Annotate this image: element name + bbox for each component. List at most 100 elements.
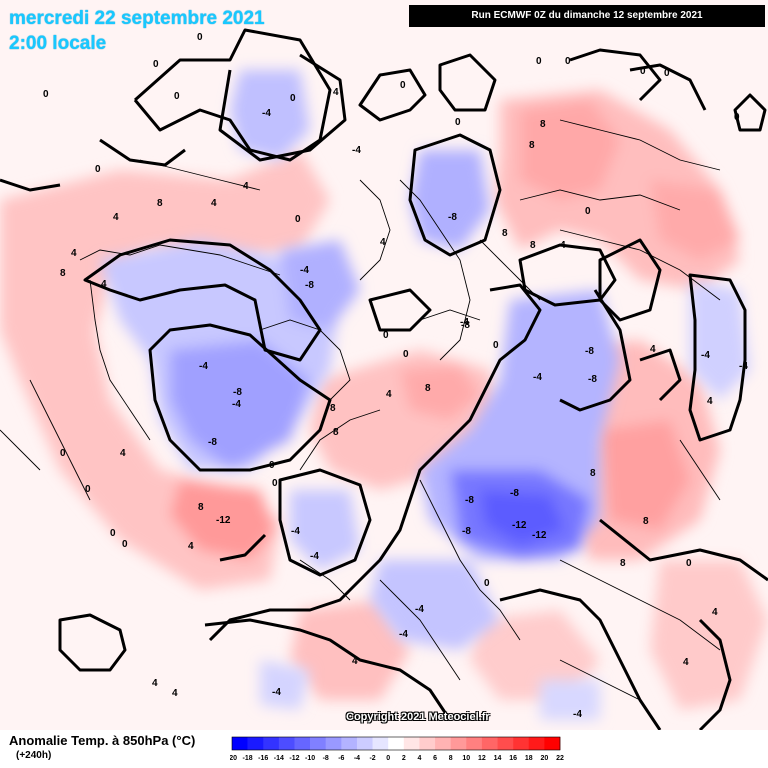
contour-label: 0 xyxy=(383,330,389,341)
contour-label: 0 xyxy=(85,484,91,495)
contour-label: -4 xyxy=(701,350,710,361)
legend-tick-label: 6 xyxy=(433,755,437,762)
contour-label: -8 xyxy=(233,387,242,398)
contour-label: 0 xyxy=(536,56,542,67)
legend-tick-label: 14 xyxy=(494,755,502,762)
variable-label: Anomalie Temp. à 850hPa (°C) xyxy=(9,733,196,748)
contour-label: 0 xyxy=(664,68,670,79)
legend-tick-label: 18 xyxy=(525,755,533,762)
contour-label: 8 xyxy=(425,383,431,394)
legend-tick-label: -20 xyxy=(230,755,237,762)
copyright-notice: Copyright 2021 Meteociel.fr xyxy=(346,711,490,723)
legend-tick-label: 12 xyxy=(478,755,486,762)
legend-swatch xyxy=(341,737,358,750)
legend-swatch xyxy=(450,737,467,750)
legend-tick-label: 4 xyxy=(417,755,421,762)
contour-label: -4 xyxy=(291,526,300,537)
legend-tick-label: 8 xyxy=(449,755,453,762)
legend-swatch xyxy=(247,737,264,750)
contour-label: -4 xyxy=(232,399,241,410)
contour-label: 0 xyxy=(455,117,461,128)
legend-tick-label: -16 xyxy=(258,755,268,762)
legend-tick-label: 20 xyxy=(540,755,548,762)
contour-label: 4 xyxy=(243,181,249,192)
contour-label: 4 xyxy=(211,198,217,209)
contour-label: 0 xyxy=(400,80,406,91)
contour-label: 0 xyxy=(43,89,49,100)
contour-label: 0 xyxy=(174,91,180,102)
forecast-local-time: 2:00 locale xyxy=(9,33,107,54)
contour-label: -4 xyxy=(573,709,582,720)
legend-swatch xyxy=(232,737,248,750)
contour-label: -8 xyxy=(465,495,474,506)
contour-label: 0 xyxy=(565,56,571,67)
contour-label: 0 xyxy=(290,93,296,104)
contour-label: -8 xyxy=(208,437,217,448)
contour-label: 0 xyxy=(153,59,159,70)
contour-label: 4 xyxy=(650,344,656,355)
contour-label: 0 xyxy=(122,539,128,550)
contour-label: 0 xyxy=(493,340,499,351)
contour-label: -4 xyxy=(199,361,208,372)
contour-label: 4 xyxy=(71,248,77,259)
run-info-banner: Run ECMWF 0Z du dimanche 12 septembre 20… xyxy=(409,5,765,27)
contour-label: 0 xyxy=(686,558,692,569)
contour-label: -4 xyxy=(533,372,542,383)
legend-swatch xyxy=(544,737,561,750)
legend-tick-label: -8 xyxy=(323,755,329,762)
contour-label: -8 xyxy=(510,488,519,499)
legend-swatch xyxy=(497,737,514,750)
contour-label: -8 xyxy=(461,320,470,331)
contour-label: -4 xyxy=(300,265,309,276)
contour-label: -8 xyxy=(305,280,314,291)
contour-label: 8 xyxy=(333,427,339,438)
contour-label: 8 xyxy=(198,502,204,513)
contour-label: 4 xyxy=(560,240,566,251)
contour-label: 0 xyxy=(60,448,66,459)
legend-swatch xyxy=(263,737,280,750)
contour-label: -4 xyxy=(739,361,748,372)
legend-tick-label: 16 xyxy=(509,755,517,762)
contour-label: 0 xyxy=(403,349,409,360)
legend-tick-label: -2 xyxy=(369,755,375,762)
legend-swatch xyxy=(403,737,420,750)
contour-label: 4 xyxy=(707,396,713,407)
contour-label: 4 xyxy=(380,237,386,248)
legend-swatch xyxy=(294,737,311,750)
legend-tick-label: 2 xyxy=(402,755,406,762)
contour-label: 4 xyxy=(172,688,178,699)
contour-label: 0 xyxy=(197,32,203,43)
contour-label: -4 xyxy=(460,317,469,328)
forecast-date: mercredi 22 septembre 2021 xyxy=(9,8,265,29)
contour-label: 0 xyxy=(295,214,301,225)
cold-anomaly-areas xyxy=(100,70,750,720)
coastlines xyxy=(0,119,721,701)
legend-tick-label: -10 xyxy=(305,755,315,762)
contour-label: 4 xyxy=(352,656,358,667)
contour-label: -8 xyxy=(585,346,594,357)
contour-label: 4 xyxy=(113,212,119,223)
contour-label: 8 xyxy=(530,240,536,251)
legend-swatch xyxy=(372,737,389,750)
contour-label: 0 xyxy=(734,112,740,123)
contour-labels: 0 0 0 0 0 0 0 0 0 0 0 0 0 0 0 0 0 0 0 0 … xyxy=(43,32,748,720)
contour-label: 8 xyxy=(540,119,546,130)
legend-swatch xyxy=(528,737,545,750)
contour-label: 8 xyxy=(620,558,626,569)
contour-label: -4 xyxy=(262,108,271,119)
contour-label: 4 xyxy=(120,448,126,459)
contour-label: 0 xyxy=(110,528,116,539)
contour-label: -8 xyxy=(462,526,471,537)
contour-label: -4 xyxy=(272,687,281,698)
contour-label: 4 xyxy=(101,279,107,290)
contour-label: -4 xyxy=(310,551,319,562)
legend-border xyxy=(231,736,561,751)
legend-swatch xyxy=(388,737,405,750)
legend-tick-label: 0 xyxy=(386,755,390,762)
legend-swatch xyxy=(310,737,327,750)
contour-label: -4 xyxy=(399,629,408,640)
contour-label: 4 xyxy=(386,389,392,400)
contour-label: 4 xyxy=(712,607,718,618)
contour-label: -8 xyxy=(448,212,457,223)
legend-swatch xyxy=(435,737,451,750)
